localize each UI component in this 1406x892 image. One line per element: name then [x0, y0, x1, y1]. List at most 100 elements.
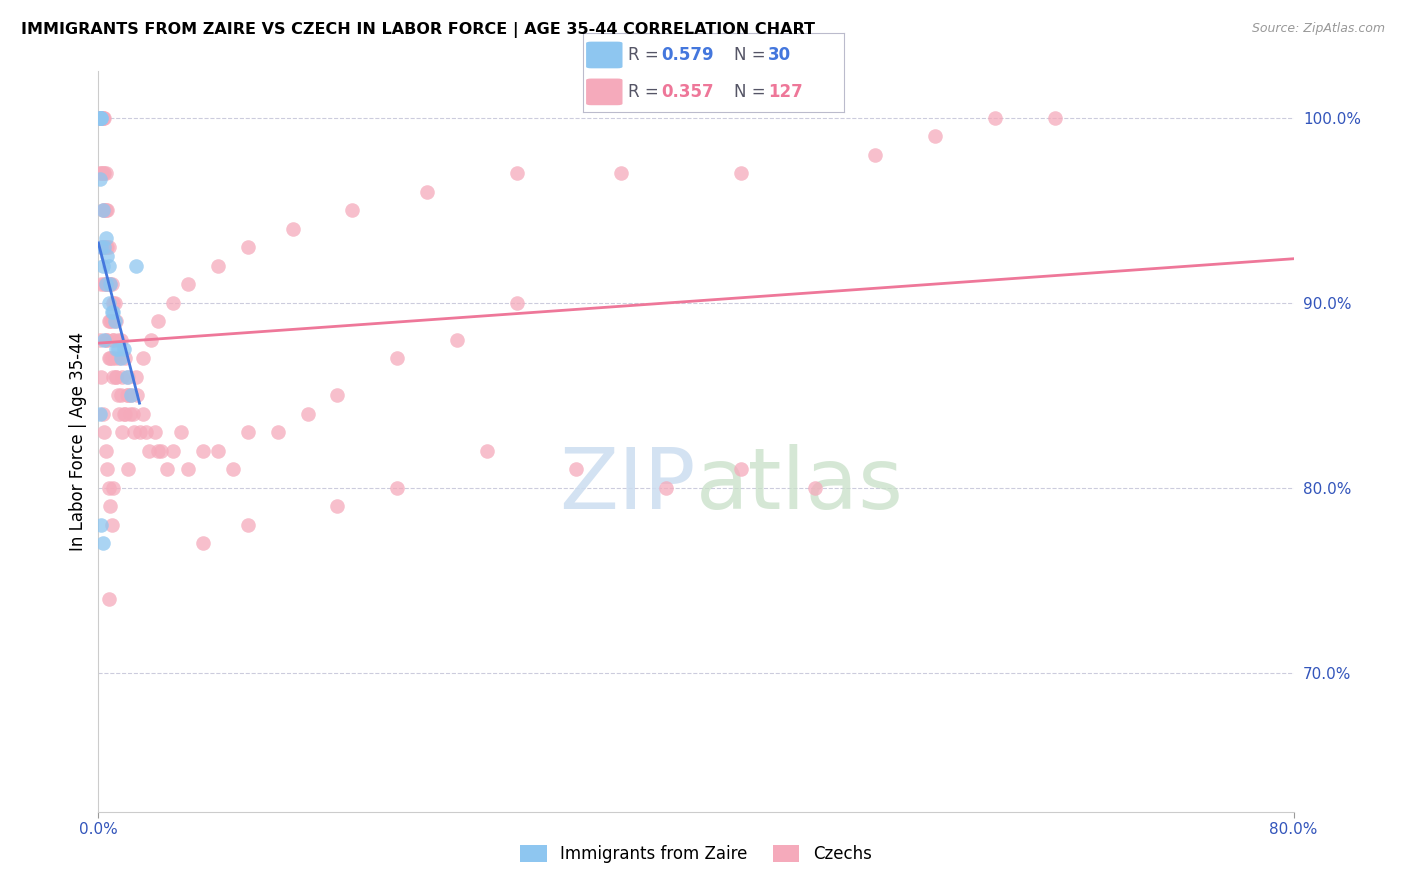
Point	[97, 351, 120, 366]
Point	[103, 369, 125, 384]
Point	[730, 462, 752, 476]
Point	[103, 481, 125, 495]
Point	[89, 166, 111, 180]
Point	[91, 259, 114, 273]
Point	[207, 259, 229, 273]
Point	[94, 277, 117, 292]
Point	[101, 305, 124, 319]
Point	[94, 240, 117, 254]
Point	[103, 305, 125, 319]
Point	[101, 517, 124, 532]
Point	[91, 111, 114, 125]
Point	[865, 147, 887, 161]
Point	[91, 536, 114, 550]
Point	[97, 259, 120, 273]
Point	[326, 388, 349, 402]
Point	[297, 407, 319, 421]
Point	[91, 111, 114, 125]
Point	[191, 536, 214, 550]
Point	[98, 277, 122, 292]
Point	[135, 425, 157, 440]
Point	[138, 443, 160, 458]
Point	[89, 111, 111, 125]
Point	[89, 111, 111, 125]
Legend: Immigrants from Zaire, Czechs: Immigrants from Zaire, Czechs	[513, 838, 879, 870]
Y-axis label: In Labor Force | Age 35-44: In Labor Force | Age 35-44	[69, 332, 87, 551]
Text: 0.579: 0.579	[662, 46, 714, 64]
Point	[97, 240, 120, 254]
Point	[124, 425, 146, 440]
Point	[475, 443, 498, 458]
Point	[117, 388, 139, 402]
Point	[93, 240, 115, 254]
Point	[107, 333, 129, 347]
Point	[96, 462, 118, 476]
Point	[108, 351, 131, 366]
Point	[120, 388, 142, 402]
Point	[94, 231, 117, 245]
Point	[127, 388, 149, 402]
Point	[89, 111, 111, 125]
Point	[89, 171, 111, 186]
Point	[115, 369, 138, 384]
Point	[143, 425, 166, 440]
Point	[101, 351, 124, 366]
Point	[506, 295, 529, 310]
Text: IMMIGRANTS FROM ZAIRE VS CZECH IN LABOR FORCE | AGE 35-44 CORRELATION CHART: IMMIGRANTS FROM ZAIRE VS CZECH IN LABOR …	[21, 22, 815, 38]
Point	[96, 277, 118, 292]
Point	[103, 295, 125, 310]
Point	[267, 425, 290, 440]
Point	[90, 166, 112, 180]
Point	[97, 314, 120, 328]
Text: Source: ZipAtlas.com: Source: ZipAtlas.com	[1251, 22, 1385, 36]
Point	[117, 369, 139, 384]
Point	[94, 333, 117, 347]
Point	[90, 111, 112, 125]
Point	[89, 111, 111, 125]
Text: 0.357: 0.357	[662, 83, 714, 101]
Point	[132, 407, 155, 421]
Point	[97, 591, 120, 606]
Point	[281, 221, 304, 235]
Point	[108, 407, 131, 421]
Point	[924, 129, 946, 144]
Point	[97, 481, 120, 495]
Point	[132, 351, 155, 366]
Point	[105, 314, 128, 328]
Point	[129, 425, 152, 440]
Point	[120, 388, 142, 402]
Point	[125, 259, 148, 273]
Point	[162, 443, 184, 458]
Point	[110, 333, 132, 347]
Point	[115, 388, 138, 402]
Point	[90, 517, 112, 532]
Point	[101, 314, 124, 328]
FancyBboxPatch shape	[586, 42, 623, 69]
Point	[177, 462, 200, 476]
Point	[94, 277, 117, 292]
Point	[118, 407, 141, 421]
Point	[97, 277, 120, 292]
Point	[89, 111, 111, 125]
Point	[91, 203, 114, 218]
Point	[139, 333, 162, 347]
Point	[236, 240, 259, 254]
Point	[93, 425, 115, 440]
Point	[93, 240, 115, 254]
Point	[96, 249, 118, 263]
Point	[89, 407, 111, 421]
Point	[169, 425, 191, 440]
Point	[103, 333, 125, 347]
Point	[207, 443, 229, 458]
Text: N =: N =	[734, 46, 772, 64]
Point	[148, 314, 170, 328]
Point	[191, 443, 214, 458]
Point	[103, 333, 125, 347]
Point	[91, 203, 114, 218]
Point	[98, 351, 122, 366]
Point	[98, 277, 122, 292]
Point	[107, 342, 129, 356]
Point	[112, 342, 135, 356]
Point	[125, 369, 148, 384]
Point	[104, 314, 127, 328]
